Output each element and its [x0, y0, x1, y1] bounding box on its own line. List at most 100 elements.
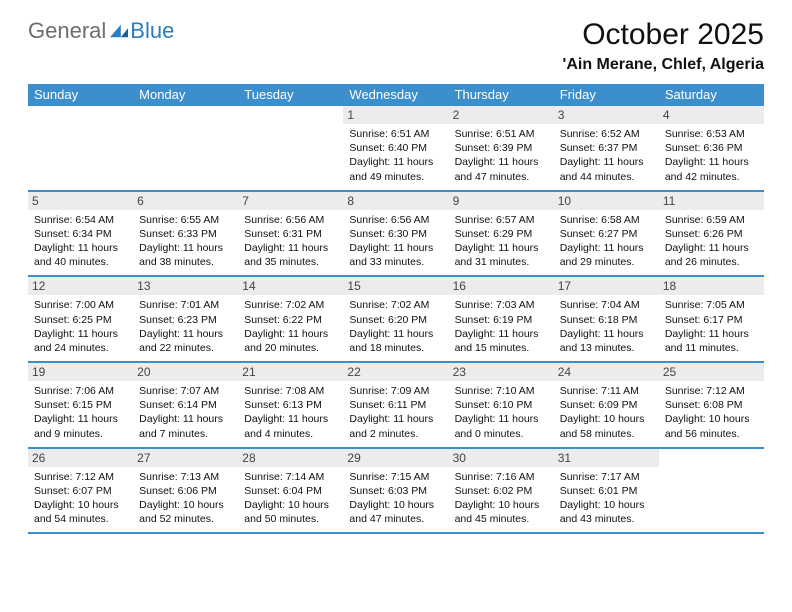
- week-row: 1 Sunrise: 6:51 AMSunset: 6:40 PMDaylight…: [28, 106, 764, 192]
- day-cell: 12Sunrise: 7:00 AMSunset: 6:25 PMDayligh…: [28, 277, 133, 361]
- day-cell: 1 Sunrise: 6:51 AMSunset: 6:40 PMDaylight…: [343, 106, 448, 190]
- day-body: Sunrise: 6:57 AMSunset: 6:29 PMDaylight:…: [455, 213, 548, 270]
- logo-text-general: General: [28, 18, 106, 44]
- dow-cell: Sunday: [28, 84, 133, 106]
- dow-cell: Tuesday: [238, 84, 343, 106]
- logo: General Blue: [28, 18, 174, 44]
- day-number: 23: [449, 363, 554, 381]
- day-number: 30: [449, 449, 554, 467]
- day-body: Sunrise: 7:02 AMSunset: 6:22 PMDaylight:…: [244, 298, 337, 355]
- day-number: 31: [554, 449, 659, 467]
- day-body: Sunrise: 7:03 AMSunset: 6:19 PMDaylight:…: [455, 298, 548, 355]
- day-body: Sunrise: 6:58 AMSunset: 6:27 PMDaylight:…: [560, 213, 653, 270]
- day-cell: [133, 106, 238, 190]
- day-number: 4: [659, 106, 764, 124]
- day-cell: 18Sunrise: 7:05 AMSunset: 6:17 PMDayligh…: [659, 277, 764, 361]
- day-body: Sunrise: 7:07 AMSunset: 6:14 PMDaylight:…: [139, 384, 232, 441]
- day-body: Sunrise: 7:10 AMSunset: 6:10 PMDaylight:…: [455, 384, 548, 441]
- day-body: Sunrise: 7:12 AMSunset: 6:07 PMDaylight:…: [34, 470, 127, 527]
- day-cell: 3 Sunrise: 6:52 AMSunset: 6:37 PMDaylight…: [554, 106, 659, 190]
- day-body: Sunrise: 7:14 AMSunset: 6:04 PMDaylight:…: [244, 470, 337, 527]
- day-cell: 2 Sunrise: 6:51 AMSunset: 6:39 PMDaylight…: [449, 106, 554, 190]
- day-number: 19: [28, 363, 133, 381]
- day-cell: 6 Sunrise: 6:55 AMSunset: 6:33 PMDaylight…: [133, 192, 238, 276]
- day-number: 24: [554, 363, 659, 381]
- day-number: 15: [343, 277, 448, 295]
- calendar-grid: SundayMondayTuesdayWednesdayThursdayFrid…: [28, 84, 764, 534]
- day-number: 7: [238, 192, 343, 210]
- location-text: 'Ain Merane, Chlef, Algeria: [563, 56, 764, 74]
- day-of-week-header-row: SundayMondayTuesdayWednesdayThursdayFrid…: [28, 84, 764, 106]
- day-cell: 13 Sunrise: 7:01 AMSunset: 6:23 PMDayligh…: [133, 277, 238, 361]
- day-cell: 5Sunrise: 6:54 AMSunset: 6:34 PMDaylight…: [28, 192, 133, 276]
- day-cell: 11 Sunrise: 6:59 AMSunset: 6:26 PMDayligh…: [659, 192, 764, 276]
- day-body: Sunrise: 7:15 AMSunset: 6:03 PMDaylight:…: [349, 470, 442, 527]
- day-body: Sunrise: 7:01 AMSunset: 6:23 PMDaylight:…: [139, 298, 232, 355]
- day-body: Sunrise: 7:17 AMSunset: 6:01 PMDaylight:…: [560, 470, 653, 527]
- day-body: Sunrise: 6:51 AMSunset: 6:40 PMDaylight:…: [349, 127, 442, 184]
- day-cell: 23 Sunrise: 7:10 AMSunset: 6:10 PMDayligh…: [449, 363, 554, 447]
- day-cell: 29 Sunrise: 7:15 AMSunset: 6:03 PMDayligh…: [343, 449, 448, 533]
- day-body: Sunrise: 6:59 AMSunset: 6:26 PMDaylight:…: [665, 213, 758, 270]
- dow-cell: Monday: [133, 84, 238, 106]
- day-number: 29: [343, 449, 448, 467]
- day-cell: 19 Sunrise: 7:06 AMSunset: 6:15 PMDayligh…: [28, 363, 133, 447]
- day-number: 14: [238, 277, 343, 295]
- dow-cell: Saturday: [659, 84, 764, 106]
- day-cell: [28, 106, 133, 190]
- day-number: 28: [238, 449, 343, 467]
- day-body: Sunrise: 6:52 AMSunset: 6:37 PMDaylight:…: [560, 127, 653, 184]
- calendar-page: General Blue October 2025 'Ain Merane, C…: [0, 0, 792, 534]
- day-body: Sunrise: 6:55 AMSunset: 6:33 PMDaylight:…: [139, 213, 232, 270]
- day-cell: 28 Sunrise: 7:14 AMSunset: 6:04 PMDayligh…: [238, 449, 343, 533]
- day-body: Sunrise: 7:06 AMSunset: 6:15 PMDaylight:…: [34, 384, 127, 441]
- dow-cell: Thursday: [449, 84, 554, 106]
- day-cell: 25 Sunrise: 7:12 AMSunset: 6:08 PMDayligh…: [659, 363, 764, 447]
- day-number: 12: [28, 277, 133, 295]
- day-cell: 15 Sunrise: 7:02 AMSunset: 6:20 PMDayligh…: [343, 277, 448, 361]
- day-number: 1: [343, 106, 448, 124]
- day-body: Sunrise: 6:56 AMSunset: 6:30 PMDaylight:…: [349, 213, 442, 270]
- day-body: Sunrise: 7:02 AMSunset: 6:20 PMDaylight:…: [349, 298, 442, 355]
- day-body: Sunrise: 6:53 AMSunset: 6:36 PMDaylight:…: [665, 127, 758, 184]
- day-number: 13: [133, 277, 238, 295]
- day-cell: 7 Sunrise: 6:56 AMSunset: 6:31 PMDaylight…: [238, 192, 343, 276]
- week-row: 26 Sunrise: 7:12 AMSunset: 6:07 PMDayligh…: [28, 449, 764, 535]
- day-number: 11: [659, 192, 764, 210]
- day-body: Sunrise: 7:11 AMSunset: 6:09 PMDaylight:…: [560, 384, 653, 441]
- day-cell: 24 Sunrise: 7:11 AMSunset: 6:09 PMDayligh…: [554, 363, 659, 447]
- day-body: Sunrise: 7:13 AMSunset: 6:06 PMDaylight:…: [139, 470, 232, 527]
- day-number: 20: [133, 363, 238, 381]
- day-cell: [238, 106, 343, 190]
- dow-cell: Wednesday: [343, 84, 448, 106]
- day-number: 9: [449, 192, 554, 210]
- day-number: 16: [449, 277, 554, 295]
- logo-triangle-icon: [110, 24, 128, 38]
- title-block: October 2025 'Ain Merane, Chlef, Algeria: [563, 18, 764, 74]
- day-body: Sunrise: 7:05 AMSunset: 6:17 PMDaylight:…: [665, 298, 758, 355]
- day-body: Sunrise: 7:04 AMSunset: 6:18 PMDaylight:…: [560, 298, 653, 355]
- day-body: Sunrise: 6:56 AMSunset: 6:31 PMDaylight:…: [244, 213, 337, 270]
- week-row: 5Sunrise: 6:54 AMSunset: 6:34 PMDaylight…: [28, 192, 764, 278]
- month-title: October 2025: [563, 18, 764, 52]
- day-number: 2: [449, 106, 554, 124]
- day-number: 3: [554, 106, 659, 124]
- day-body: Sunrise: 7:12 AMSunset: 6:08 PMDaylight:…: [665, 384, 758, 441]
- week-row: 12Sunrise: 7:00 AMSunset: 6:25 PMDayligh…: [28, 277, 764, 363]
- day-body: Sunrise: 7:09 AMSunset: 6:11 PMDaylight:…: [349, 384, 442, 441]
- day-cell: 10Sunrise: 6:58 AMSunset: 6:27 PMDayligh…: [554, 192, 659, 276]
- day-number: 21: [238, 363, 343, 381]
- day-number: 5: [28, 192, 133, 210]
- day-cell: 16 Sunrise: 7:03 AMSunset: 6:19 PMDayligh…: [449, 277, 554, 361]
- day-cell: [659, 449, 764, 533]
- day-number: 6: [133, 192, 238, 210]
- day-number: 27: [133, 449, 238, 467]
- day-cell: 4 Sunrise: 6:53 AMSunset: 6:36 PMDaylight…: [659, 106, 764, 190]
- day-number: 25: [659, 363, 764, 381]
- day-body: Sunrise: 7:16 AMSunset: 6:02 PMDaylight:…: [455, 470, 548, 527]
- day-number: 17: [554, 277, 659, 295]
- day-body: Sunrise: 6:51 AMSunset: 6:39 PMDaylight:…: [455, 127, 548, 184]
- logo-text-blue: Blue: [130, 18, 174, 44]
- week-row: 19 Sunrise: 7:06 AMSunset: 6:15 PMDayligh…: [28, 363, 764, 449]
- day-number: 26: [28, 449, 133, 467]
